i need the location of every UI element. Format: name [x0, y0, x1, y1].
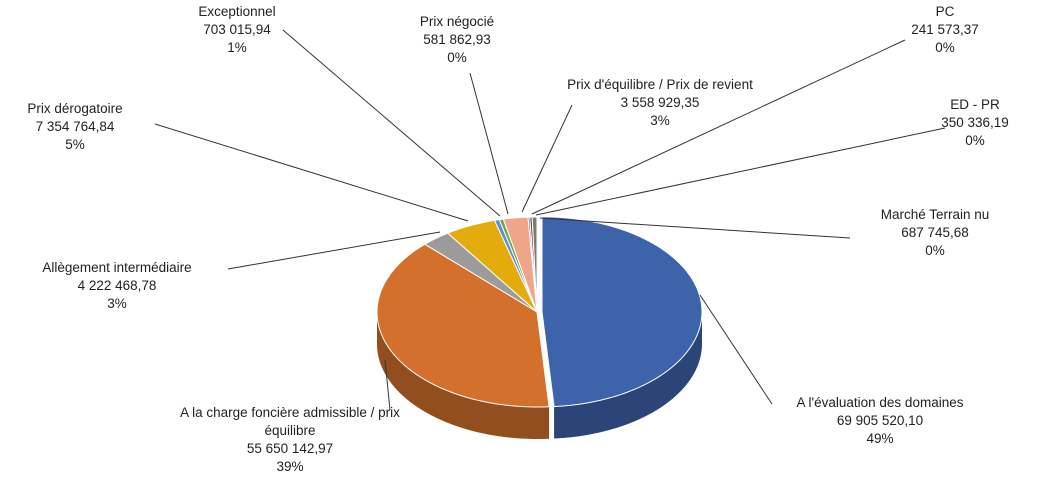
- label-value: 4 222 468,78: [77, 278, 157, 293]
- data-label: A la charge foncière admissible / prix é…: [165, 404, 415, 476]
- label-percent: 0%: [965, 133, 985, 148]
- label-category: Exceptionnel: [198, 4, 276, 19]
- label-value: 3 558 929,35: [620, 95, 700, 110]
- label-percent: 39%: [276, 459, 304, 474]
- label-value: 69 905 520,10: [836, 413, 924, 428]
- label-value: 241 573,37: [911, 22, 979, 37]
- data-label: Marché Terrain nu 687 745,68 0%: [881, 206, 990, 260]
- label-category: ED - PR: [950, 97, 1000, 112]
- label-category: Marché Terrain nu: [880, 207, 990, 222]
- leader-line: [154, 123, 469, 222]
- leader-line: [469, 72, 509, 215]
- data-label: ED - PR 350 336,19 0%: [941, 96, 1009, 150]
- leader-line: [282, 29, 501, 217]
- label-category: Prix d'équilibre / Prix de revient: [567, 77, 753, 92]
- label-category: A la charge foncière admissible / prix é…: [180, 405, 400, 438]
- data-label: A l'évaluation des domaines 69 905 520,10…: [797, 394, 964, 448]
- label-value: 687 745,68: [901, 225, 969, 240]
- label-value: 703 015,94: [203, 22, 271, 37]
- leader-line: [384, 359, 391, 411]
- pie-slice-side: [554, 311, 702, 439]
- leader-line: [531, 39, 906, 215]
- label-percent: 3%: [107, 296, 127, 311]
- data-label: Allègement intermédiaire 4 222 468,78 3%: [42, 259, 191, 313]
- pie-slice: [502, 216, 538, 313]
- data-label: PC 241 573,37 0%: [911, 3, 979, 57]
- label-percent: 5%: [65, 137, 85, 152]
- pie-slice-side: [377, 312, 550, 439]
- label-value: 55 650 142,97: [246, 441, 334, 456]
- leader-line: [539, 217, 851, 239]
- label-percent: 49%: [866, 431, 894, 446]
- data-label: Exceptionnel 703 015,94 1%: [198, 3, 275, 57]
- leader-line: [227, 231, 441, 270]
- pie-slice: [376, 243, 550, 408]
- label-category: Prix négocié: [419, 14, 495, 29]
- label-category: Allègement intermédiaire: [42, 260, 192, 275]
- data-label: Prix d'équilibre / Prix de revient 3 558 …: [567, 76, 753, 130]
- pie-slice: [423, 232, 538, 313]
- data-label: Prix dérogatoire 7 354 764,84 5%: [27, 100, 122, 154]
- label-percent: 0%: [935, 40, 955, 55]
- leader-line: [521, 104, 573, 213]
- leader-line: [699, 294, 773, 405]
- label-value: 581 862,93: [423, 32, 491, 47]
- label-percent: 0%: [447, 50, 467, 65]
- label-category: Prix dérogatoire: [27, 101, 123, 116]
- pie-slice: [541, 216, 703, 408]
- data-label: Prix négocié 581 862,93 0%: [420, 13, 494, 67]
- label-value: 7 354 764,84: [35, 119, 115, 134]
- label-category: PC: [935, 4, 955, 19]
- label-value: 350 336,19: [941, 115, 1009, 130]
- label-percent: 3%: [650, 113, 670, 128]
- pie-slice: [446, 219, 538, 313]
- leader-line: [535, 127, 946, 216]
- pie-slice: [531, 216, 538, 313]
- label-category: A l'évaluation des domaines: [796, 395, 964, 410]
- label-percent: 1%: [227, 40, 247, 55]
- label-percent: 0%: [925, 243, 945, 258]
